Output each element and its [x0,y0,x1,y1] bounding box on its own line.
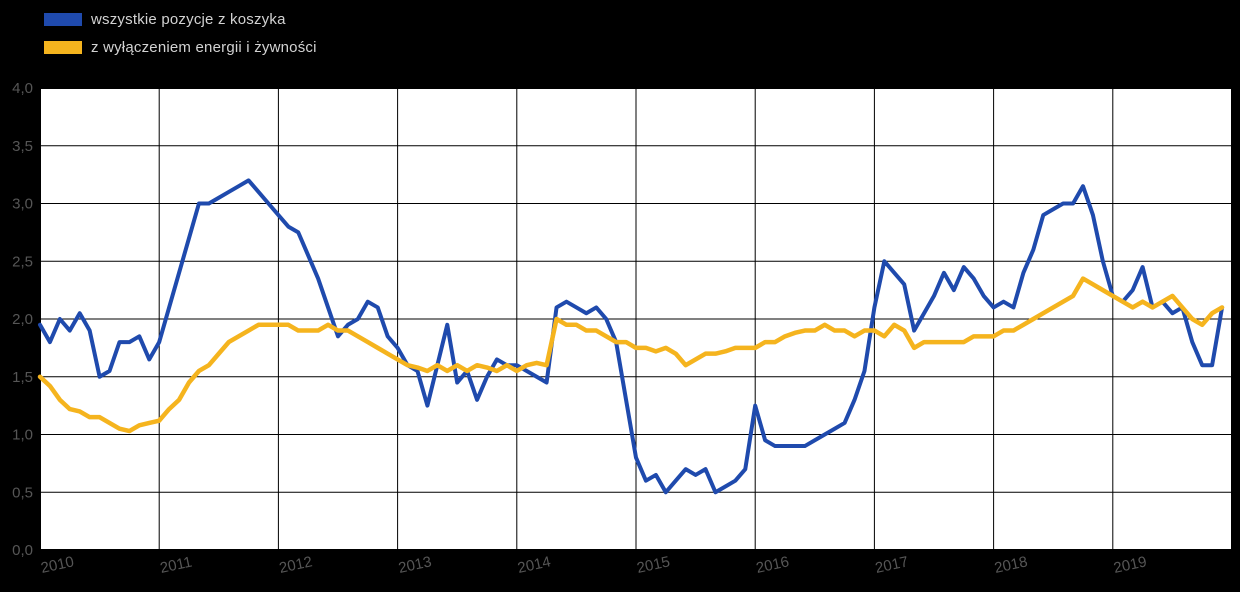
legend: wszystkie pozycje z koszyka z wyłączenie… [44,5,317,61]
svg-text:2012: 2012 [278,553,314,577]
svg-text:3,5: 3,5 [12,138,33,155]
legend-item-all-items: wszystkie pozycje z koszyka [44,5,317,33]
svg-text:2017: 2017 [874,553,910,577]
legend-label-all-items: wszystkie pozycje z koszyka [91,10,286,28]
legend-swatch-all-items [44,12,82,26]
svg-text:1,0: 1,0 [12,427,33,444]
svg-text:2015: 2015 [635,553,671,577]
legend-label-ex-energy-food: z wyłączeniem energii i żywności [91,38,317,56]
svg-text:2010: 2010 [39,553,75,577]
svg-text:2,0: 2,0 [12,311,33,328]
svg-text:2014: 2014 [516,553,552,577]
svg-text:2013: 2013 [397,553,433,577]
legend-item-ex-energy-food: z wyłączeniem energii i żywności [44,33,317,61]
svg-text:2019: 2019 [1112,553,1148,577]
svg-text:0,5: 0,5 [12,484,33,501]
svg-text:0,0: 0,0 [12,542,33,559]
legend-swatch-ex-energy-food [44,40,82,54]
svg-text:2,5: 2,5 [12,253,33,270]
svg-text:3,0: 3,0 [12,196,33,213]
svg-text:1,5: 1,5 [12,369,33,386]
svg-text:4,0: 4,0 [12,80,33,97]
svg-text:2011: 2011 [158,554,193,577]
svg-text:2016: 2016 [754,553,790,577]
svg-text:2018: 2018 [993,553,1029,577]
